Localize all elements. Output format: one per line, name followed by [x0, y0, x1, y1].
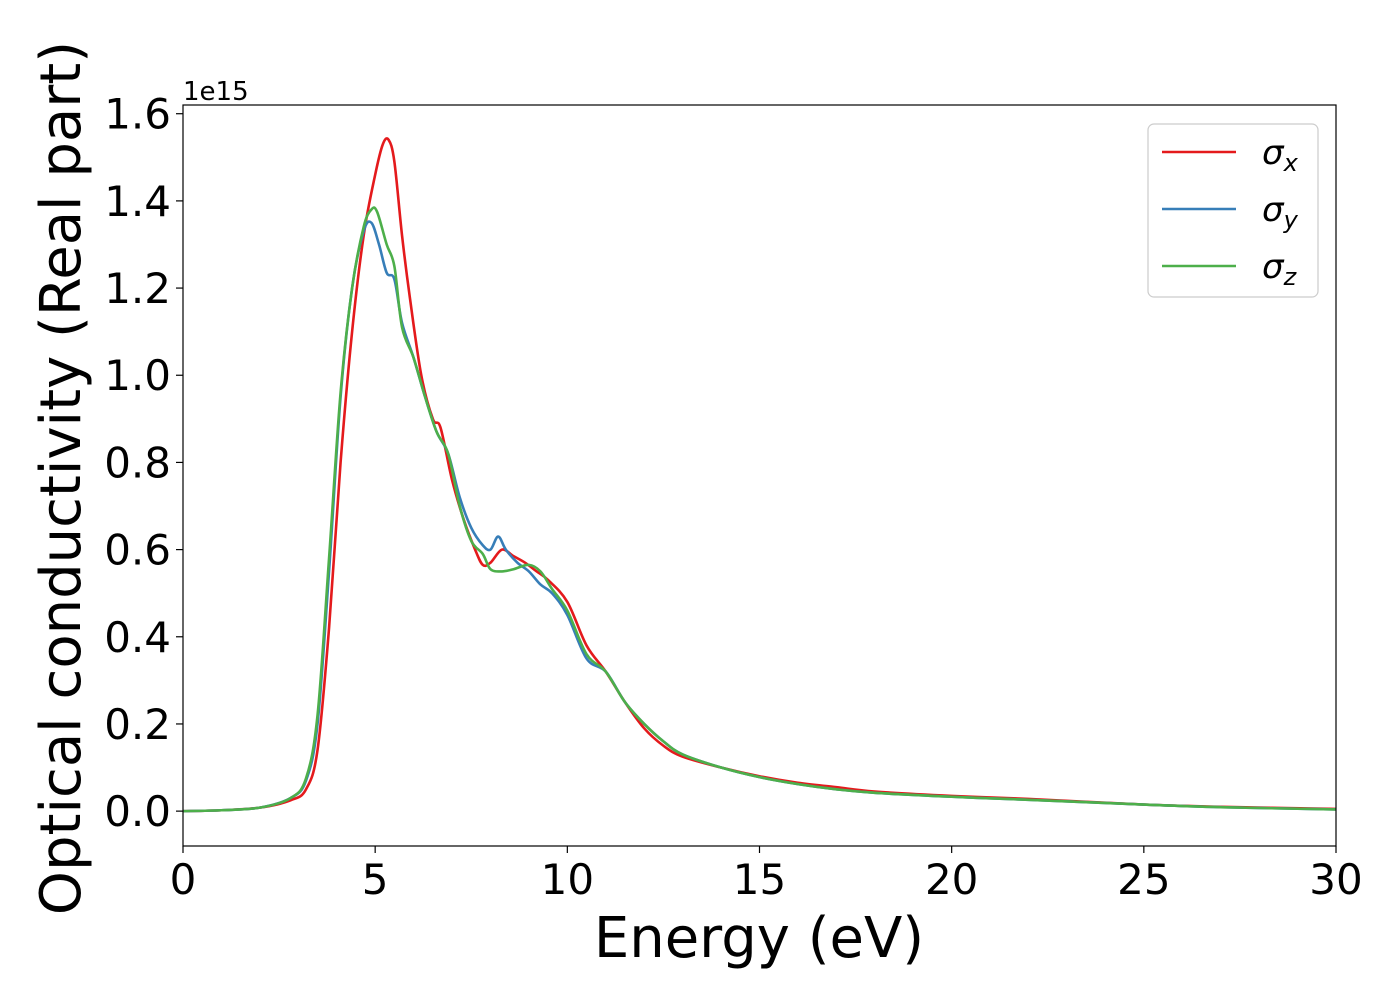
x-axis-label: Energy (eV)	[594, 906, 924, 971]
x-tick-label: 10	[541, 855, 594, 904]
legend-label-y: σy	[1262, 190, 1299, 234]
y-tick-label: 1.2	[104, 264, 171, 313]
x-tick-label: 5	[362, 855, 389, 904]
x-tick-label: 0	[170, 855, 197, 904]
x-tick-label: 20	[925, 855, 978, 904]
legend-label-z: σz	[1262, 247, 1298, 291]
legend-label-x: σx	[1262, 133, 1299, 177]
y-tick-label: 1.4	[104, 177, 171, 226]
series-layer	[182, 137, 1337, 813]
y-tick-label: 1.6	[104, 90, 171, 139]
legend-box	[1147, 123, 1319, 298]
y-tick-label: 0.4	[104, 613, 171, 662]
x-tick-label: 25	[1117, 855, 1170, 904]
y-axis-ticks: 0.0 0.2 0.4 0.6 0.8 1.0 1.2 1.4 1.6	[104, 90, 183, 836]
y-tick-label: 0.6	[104, 526, 171, 575]
series-line-y	[182, 220, 1337, 813]
y-offset-text: 1e15	[183, 77, 249, 107]
x-axis-ticks: 0 5 10 15 20 25 30	[170, 846, 1363, 904]
x-tick-label: 15	[733, 855, 786, 904]
y-tick-label: 0.0	[104, 787, 171, 836]
legend: σx σy σz	[1147, 123, 1319, 298]
x-tick-label: 30	[1309, 855, 1362, 904]
y-axis-label: Optical conductivity (Real part)	[29, 41, 94, 915]
y-tick-label: 0.2	[104, 700, 171, 749]
y-tick-label: 1.0	[104, 351, 171, 400]
y-tick-label: 0.8	[104, 438, 171, 487]
series-line-z	[182, 206, 1337, 813]
